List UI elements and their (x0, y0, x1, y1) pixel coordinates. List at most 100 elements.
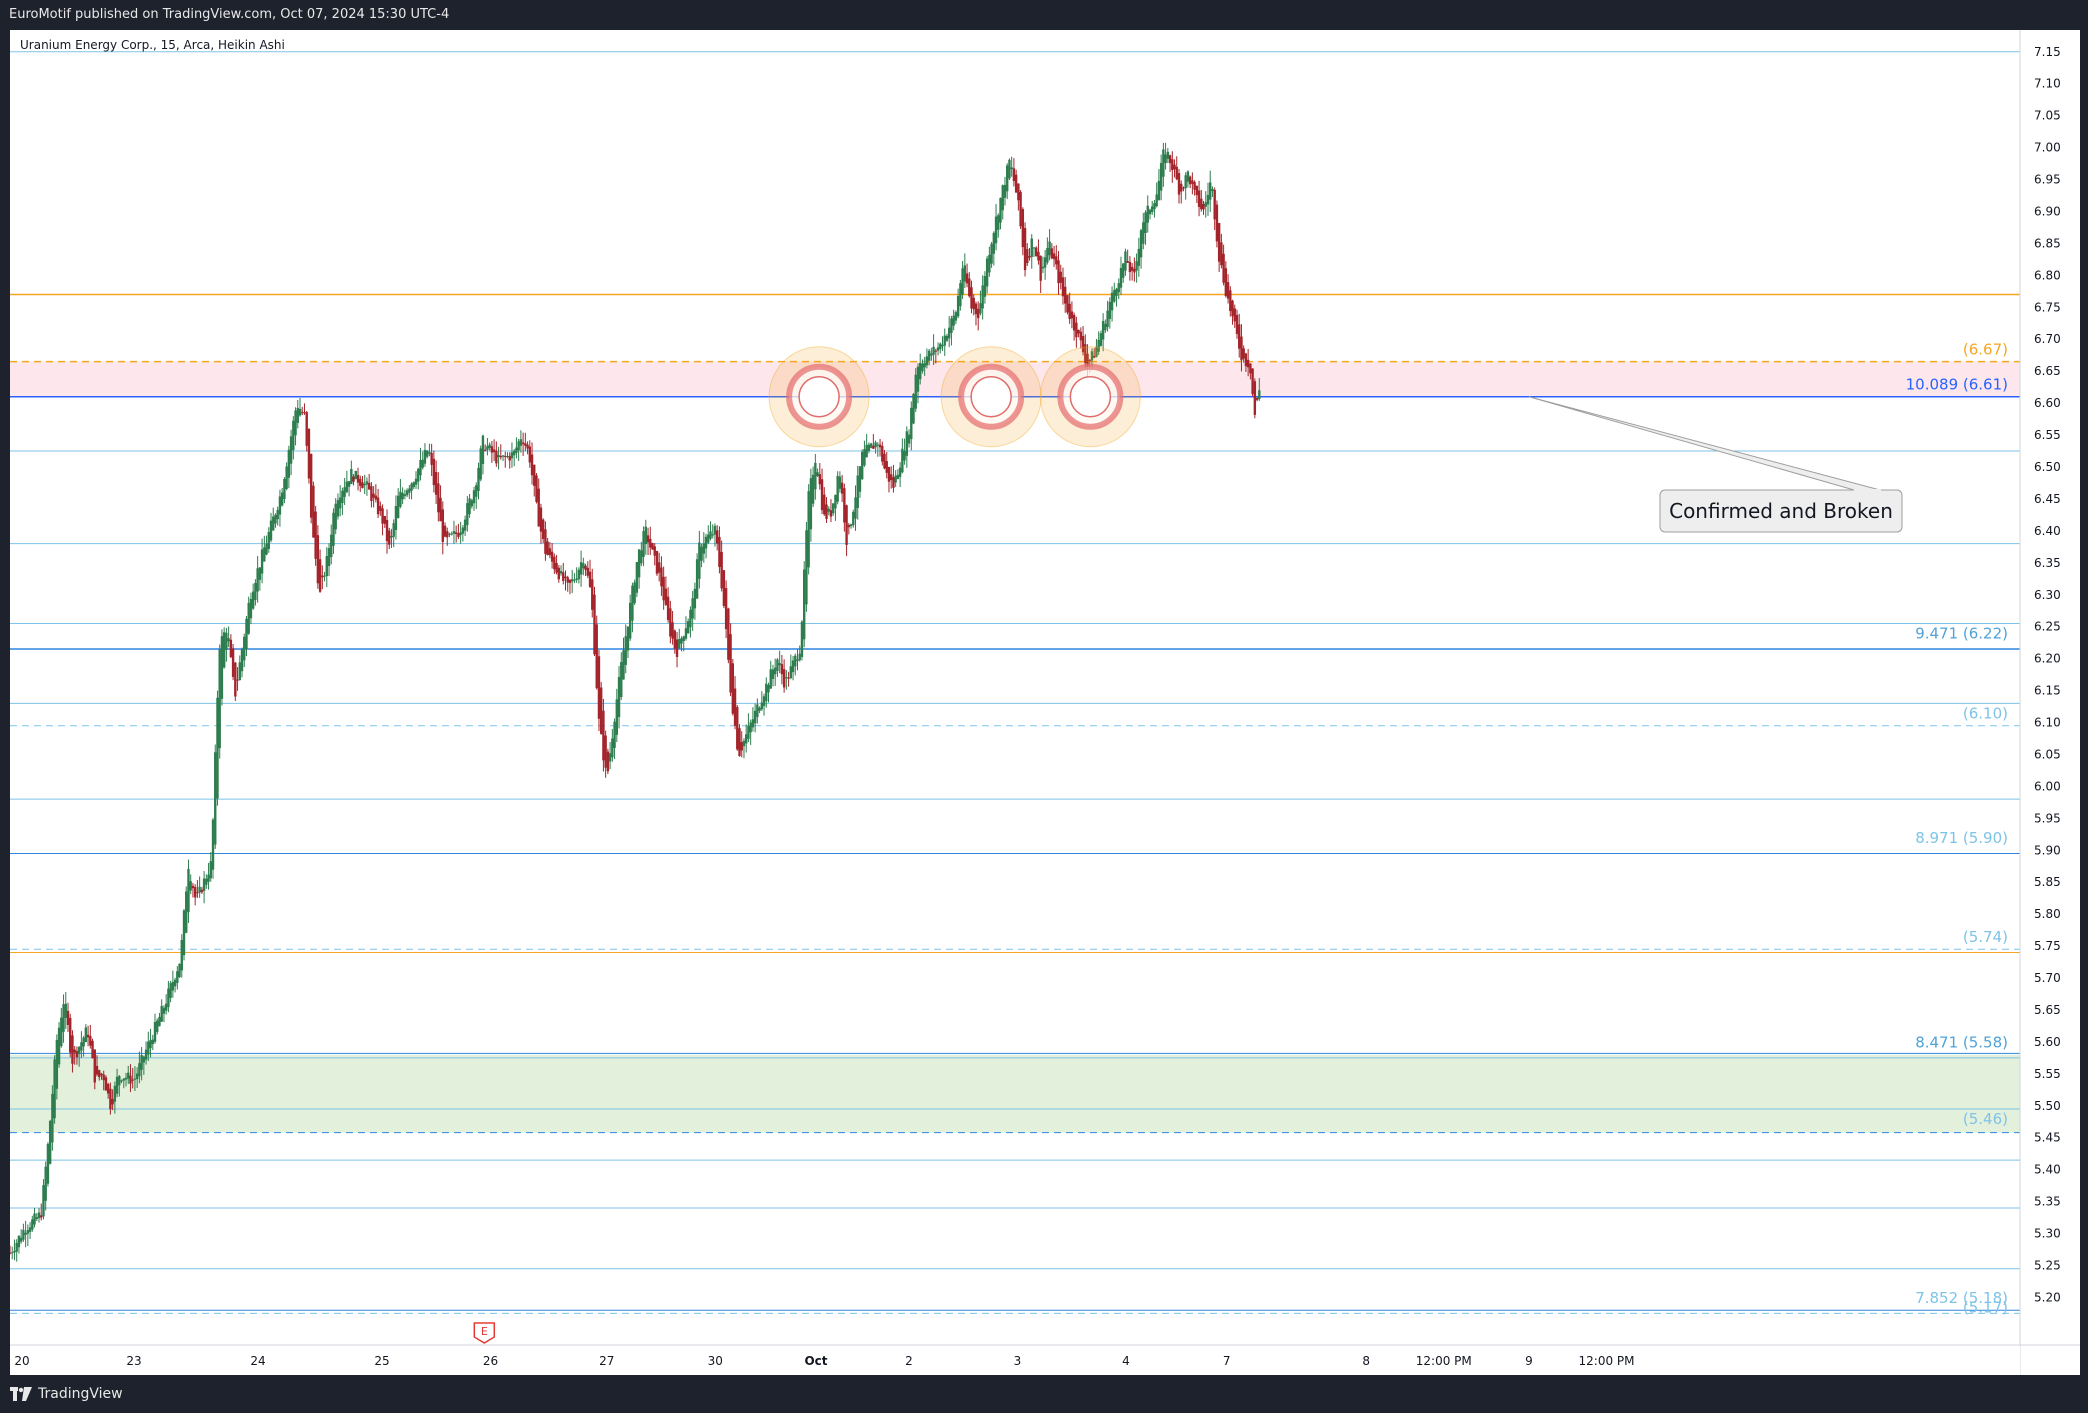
candle-body (689, 609, 692, 628)
candle-body (724, 588, 728, 630)
candle-body (17, 1236, 21, 1248)
candle-body (102, 1074, 105, 1081)
candle-body (936, 347, 940, 351)
candle-body (579, 562, 583, 575)
candle-body (475, 485, 478, 497)
candle-body (954, 312, 958, 321)
candle-body (1117, 283, 1120, 293)
tradingview-logo[interactable]: TradingView (10, 1375, 123, 1413)
candle-body (660, 567, 663, 587)
candle-body (167, 988, 170, 1008)
candle-body (1238, 324, 1241, 349)
candle-body (1153, 203, 1156, 210)
candle-body (470, 500, 473, 507)
candle-body (907, 434, 911, 444)
candle-body (367, 482, 371, 490)
candle-body (1240, 336, 1243, 361)
candle-body (649, 538, 652, 548)
candle-body (800, 621, 804, 657)
candle-body (1084, 344, 1087, 364)
candle-body (546, 541, 549, 555)
earnings-marker (473, 1322, 496, 1344)
touch-core-1 (970, 375, 1012, 418)
candle-body (278, 496, 282, 515)
candle-body (120, 1080, 123, 1082)
candle-body (1144, 212, 1147, 234)
candle-body (220, 636, 224, 699)
candle-body (28, 1227, 32, 1232)
candle-body (968, 278, 971, 297)
candle-body (640, 550, 643, 564)
candle-body (374, 495, 378, 500)
time-tick-label: 23 (126, 1354, 141, 1368)
candle-body (187, 868, 190, 913)
candle-body (432, 458, 436, 486)
candle-body (1224, 268, 1228, 296)
candle-body (434, 471, 438, 495)
candle-body (490, 446, 494, 453)
candle-body (316, 535, 320, 584)
candle-body (1099, 333, 1103, 346)
candle-body (747, 725, 750, 739)
price-tick-label: 5.20 (2034, 1290, 2061, 1304)
candle-body (782, 669, 786, 688)
candle-body (140, 1055, 143, 1070)
level-label-6: 8.471 (5.58) (1915, 1034, 2008, 1052)
candle-body (521, 442, 525, 445)
candle-body (1003, 184, 1007, 198)
chart-frame[interactable]: Confirmed and Broken E (6.67) 10.089 (6.61… (10, 30, 2080, 1375)
candle-body (557, 567, 560, 580)
price-tick-label: 5.25 (2034, 1259, 2061, 1273)
candle-body (695, 559, 699, 599)
candle-body (19, 1237, 23, 1242)
candle-body (479, 448, 482, 480)
time-tick-label: Oct (804, 1354, 827, 1368)
markers-layer: Confirmed and Broken E (473, 346, 1903, 1344)
candle-body (780, 664, 784, 675)
candle-body (1128, 261, 1132, 272)
candle-body (13, 1250, 16, 1253)
candle-body (363, 483, 366, 486)
candle-body (883, 453, 886, 469)
candle-body (127, 1072, 130, 1079)
candle-body (711, 534, 714, 536)
candle-body (849, 524, 853, 527)
candle-body (1215, 204, 1219, 242)
candle-body (751, 719, 755, 728)
candle-body (988, 254, 991, 273)
candle-body (459, 532, 462, 536)
candle-body (109, 1088, 112, 1110)
candle-body (593, 594, 596, 655)
candle-body (1200, 198, 1203, 210)
touch-core-0 (798, 375, 840, 418)
candle-body (267, 531, 270, 549)
candle-body (673, 630, 677, 649)
candle-body (1197, 190, 1201, 207)
candle-body (1175, 166, 1178, 180)
candle-body (974, 303, 978, 315)
candle-body (379, 505, 382, 511)
candle-body (42, 1185, 45, 1217)
earnings-label: E (481, 1325, 488, 1338)
candle-body (1222, 253, 1225, 283)
candle-body (1135, 261, 1138, 271)
candle-body (539, 507, 543, 532)
price-tick-label: 6.40 (2034, 524, 2061, 538)
candle-body (118, 1075, 121, 1086)
candle-body (75, 1051, 79, 1058)
price-tick-label: 7.00 (2034, 141, 2061, 155)
candle-body (718, 536, 721, 567)
candle-body (338, 497, 342, 509)
candle-body (51, 1093, 54, 1143)
candle-body (925, 356, 929, 366)
candle-body (602, 710, 605, 761)
candle-body (285, 466, 288, 489)
candle-body (669, 608, 672, 637)
candle-body (622, 650, 625, 680)
chart-canvas[interactable]: Confirmed and Broken E (6.67) 10.089 (6.61… (10, 30, 2080, 1375)
candle-body (1093, 355, 1096, 358)
candle-body (756, 704, 759, 718)
candle-body (1133, 268, 1136, 273)
candle-body (1213, 189, 1216, 220)
candle-body (997, 215, 1000, 230)
